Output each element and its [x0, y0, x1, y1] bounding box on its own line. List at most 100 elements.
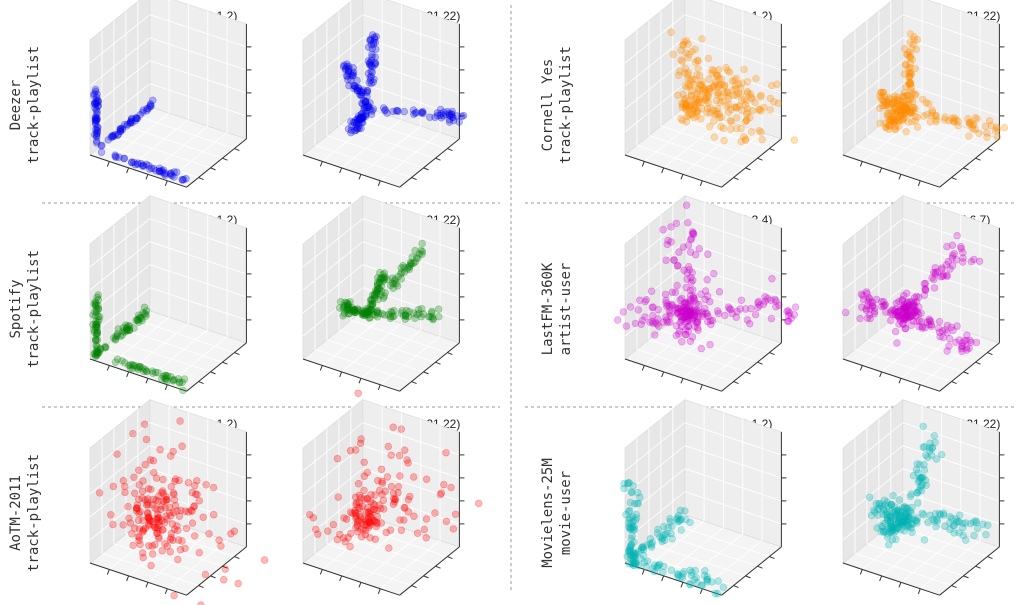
data-point: [905, 72, 913, 81]
grid-line: [842, 83, 904, 133]
data-point: [127, 117, 135, 125]
data-point: [124, 502, 132, 511]
data-point: [732, 74, 740, 83]
data-point: [688, 110, 696, 119]
data-point: [475, 499, 483, 508]
grid-line: [919, 132, 981, 182]
data-point: [619, 308, 628, 316]
data-point: [360, 96, 368, 105]
data-point: [900, 88, 909, 97]
data-point: [108, 132, 116, 141]
data-point: [703, 104, 712, 113]
data-point: [344, 66, 353, 75]
data-point: [724, 94, 733, 103]
data-point: [691, 101, 699, 109]
grid-line: [89, 83, 151, 133]
y-tick-mark: [411, 177, 417, 181]
data-point: [906, 53, 915, 62]
data-point: [688, 106, 697, 115]
data-point: [697, 290, 705, 298]
data-point: [128, 114, 136, 123]
data-point: [133, 114, 141, 123]
data-point: [345, 81, 353, 90]
data-point: [906, 51, 914, 59]
data-point: [708, 69, 716, 77]
y-tick-mark: [234, 556, 240, 560]
data-point: [748, 106, 757, 115]
data-point: [161, 374, 169, 382]
data-point: [961, 519, 970, 527]
grid-line: [137, 319, 235, 353]
left-pane: [842, 0, 904, 156]
data-point: [622, 322, 630, 330]
data-point: [690, 105, 698, 114]
data-point: [120, 120, 129, 129]
data-point: [367, 67, 375, 76]
grid-line: [149, 14, 247, 48]
data-point: [165, 509, 174, 517]
data-point: [362, 310, 370, 318]
data-point: [171, 502, 180, 510]
data-point: [437, 114, 446, 122]
data-point: [351, 82, 359, 90]
data-point: [372, 45, 380, 53]
data-point: [149, 457, 158, 465]
grid-line: [101, 348, 199, 382]
data-point: [890, 101, 898, 109]
data-point: [101, 344, 109, 352]
data-point: [905, 52, 914, 61]
data-point: [92, 132, 101, 140]
data-point: [949, 117, 958, 125]
data-point: [140, 303, 149, 311]
data-point: [920, 461, 928, 469]
data-point: [684, 103, 693, 112]
data-point: [902, 513, 910, 521]
data-point: [891, 513, 900, 521]
y-tick-mark: [222, 157, 228, 161]
data-point: [704, 92, 713, 101]
data-point: [885, 115, 893, 124]
data-point: [890, 118, 898, 126]
data-point: [902, 82, 910, 91]
data-point: [139, 553, 147, 562]
data-point: [897, 108, 905, 116]
data-point: [364, 57, 372, 65]
data-point: [1000, 123, 1009, 132]
grid-line: [128, 323, 189, 373]
data-point: [349, 68, 358, 76]
data-point: [698, 77, 706, 86]
data-point: [720, 82, 729, 91]
data-point: [907, 70, 916, 78]
data-point: [694, 64, 702, 73]
data-point: [706, 109, 715, 117]
y-tick-mark: [963, 371, 969, 375]
data-point: [178, 442, 186, 450]
grid-line: [360, 125, 422, 175]
data-point: [662, 256, 670, 264]
grid-line: [89, 287, 151, 337]
data-point: [90, 89, 98, 98]
data-point: [964, 114, 972, 123]
data-point: [681, 105, 690, 113]
data-point: [663, 529, 671, 538]
data-point: [719, 583, 727, 591]
data-point: [697, 98, 705, 107]
grid-line: [89, 60, 151, 110]
data-point: [90, 100, 99, 109]
data-point: [132, 316, 140, 325]
x-tick-mark: [917, 384, 921, 390]
data-point: [413, 310, 421, 319]
data-point: [927, 111, 936, 120]
data-point: [397, 526, 406, 534]
data-point: [719, 124, 728, 133]
data-point: [347, 71, 355, 79]
data-point: [149, 96, 157, 105]
data-point: [369, 78, 377, 86]
data-point: [92, 320, 100, 328]
y-tick-mark: [975, 157, 981, 161]
data-point: [992, 123, 1001, 131]
data-point: [677, 46, 685, 54]
data-point: [704, 98, 712, 107]
data-point: [89, 311, 97, 319]
